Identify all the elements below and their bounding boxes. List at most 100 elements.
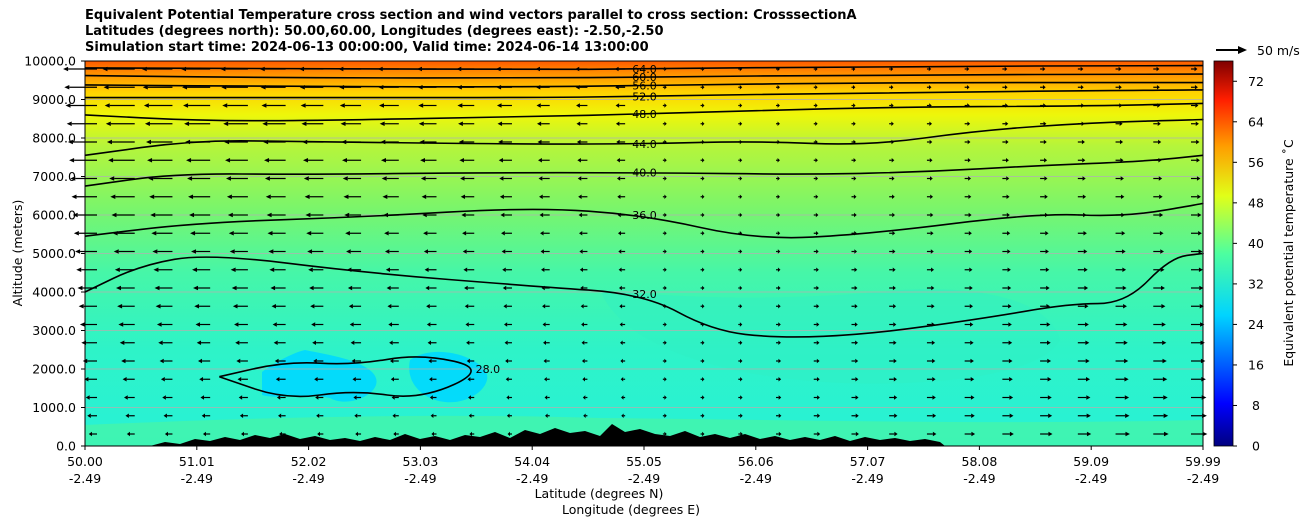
wind-vector-head: [266, 212, 272, 218]
wind-vector-head: [929, 121, 932, 126]
wind-vector-head: [1196, 139, 1200, 145]
wind-vector-head: [619, 285, 622, 291]
wind-vector-head: [538, 176, 543, 181]
wind-vector-head: [262, 121, 268, 126]
wind-vector-head: [188, 194, 194, 199]
wind-vector-head: [1009, 377, 1013, 382]
wind-vector-head: [539, 194, 543, 199]
wind-vector-head: [969, 322, 974, 327]
wind-vector-head: [892, 249, 896, 254]
wind-vector-head: [968, 212, 972, 218]
wind-vector-head: [1080, 66, 1084, 72]
wind-vector-head: [418, 103, 424, 108]
wind-vector-head: [1195, 103, 1199, 108]
wind-vector-head: [153, 267, 159, 272]
wind-vector-head: [777, 267, 781, 272]
wind-vector-head: [618, 249, 622, 254]
wind-vector-head: [261, 103, 267, 108]
wind-vector-head: [1123, 322, 1128, 327]
wind-vector-head: [106, 139, 112, 145]
wind-vector-head: [154, 285, 160, 291]
wind-vector-head: [739, 103, 743, 108]
wind-vector-head: [354, 413, 358, 418]
wind-vector-head: [890, 66, 894, 72]
wind-vector-head: [501, 231, 505, 236]
wind-vector-head: [664, 158, 667, 163]
wind-vector-head: [311, 322, 316, 327]
wind-vector-head: [85, 395, 90, 400]
wind-vector-head: [307, 249, 313, 254]
wind-vector-head: [1086, 431, 1092, 437]
wind-vector-head: [1046, 322, 1051, 327]
wind-vector-head: [88, 431, 93, 437]
wind-vector-head: [301, 121, 307, 126]
wind-vector-head: [777, 158, 780, 163]
wind-vector-head: [1007, 267, 1011, 272]
wind-vector-head: [1082, 158, 1086, 163]
wind-vector-head: [426, 304, 430, 309]
wind-vector-head: [1197, 212, 1202, 218]
wind-vector-head: [664, 377, 667, 382]
wind-vector-head: [117, 304, 123, 309]
wind-vector-head: [1194, 66, 1198, 72]
wind-vector-head: [1008, 358, 1013, 364]
wind-vector-head: [967, 139, 971, 145]
wind-vector-head: [420, 158, 425, 163]
wind-vector-head: [1122, 249, 1126, 254]
wind-vector-head: [278, 413, 282, 418]
wind-vector-head: [197, 358, 203, 364]
wind-vector-head: [1007, 285, 1012, 291]
wind-vector-head: [578, 212, 582, 218]
y-tick-label: 8000.0: [32, 131, 76, 146]
wind-vector-head: [122, 377, 127, 382]
wind-vector-head: [389, 340, 393, 345]
low-theta-e-pool: [409, 351, 488, 403]
wind-vector-head: [469, 431, 473, 437]
wind-vector-head: [1009, 413, 1014, 418]
wind-vector-head: [544, 395, 548, 400]
colorbar-tick-label: 56: [1248, 155, 1264, 170]
wind-vector-head: [70, 176, 76, 181]
wind-vector-head: [1006, 194, 1010, 199]
wind-vector-head: [702, 158, 705, 163]
wind-vector-head: [464, 285, 468, 291]
wind-vector-head: [816, 358, 820, 364]
wind-vector-head: [342, 176, 348, 181]
wind-vector-head: [930, 212, 934, 218]
wind-vector-head: [1047, 358, 1052, 364]
wind-vector-head: [892, 285, 896, 291]
wind-vector-head: [536, 103, 541, 108]
wind-vector-head: [739, 322, 743, 327]
wind-vector-head: [890, 85, 894, 90]
wind-vector-head: [76, 267, 82, 272]
wind-vector-head: [970, 340, 974, 345]
wind-vector-head: [541, 267, 545, 272]
wind-vector-head: [583, 413, 586, 418]
y-tick-label: 6000.0: [32, 208, 76, 223]
y-tick-label: 2000.0: [32, 362, 76, 377]
y-tick-label: 10000.0: [24, 54, 76, 69]
wind-vector-head: [351, 358, 356, 364]
wind-vector-head: [502, 267, 506, 272]
wind-vector-head: [124, 395, 128, 400]
wind-vector-head: [268, 249, 274, 254]
wind-vector-head: [1158, 176, 1163, 181]
wind-vector-head: [1163, 413, 1169, 418]
wind-vector-head: [702, 212, 705, 218]
wind-vector-head: [892, 194, 895, 199]
wind-vector-head: [702, 194, 705, 199]
wind-vector-head: [578, 194, 582, 199]
wind-vector-head: [930, 249, 934, 254]
wind-vector-head: [853, 158, 857, 163]
wind-vector-head: [1161, 304, 1166, 309]
wind-vector-head: [1085, 322, 1089, 327]
wind-vector-head: [1042, 85, 1046, 90]
wind-vector-head: [273, 340, 278, 345]
wind-vector-head: [267, 231, 273, 236]
wind-vector-head: [347, 285, 353, 291]
wind-vector-head: [1083, 249, 1088, 254]
wind-vector-head: [892, 267, 896, 272]
wind-vector-head: [78, 304, 84, 309]
x-tick-label: 51.01: [179, 454, 215, 469]
wind-vector-head: [269, 267, 275, 272]
